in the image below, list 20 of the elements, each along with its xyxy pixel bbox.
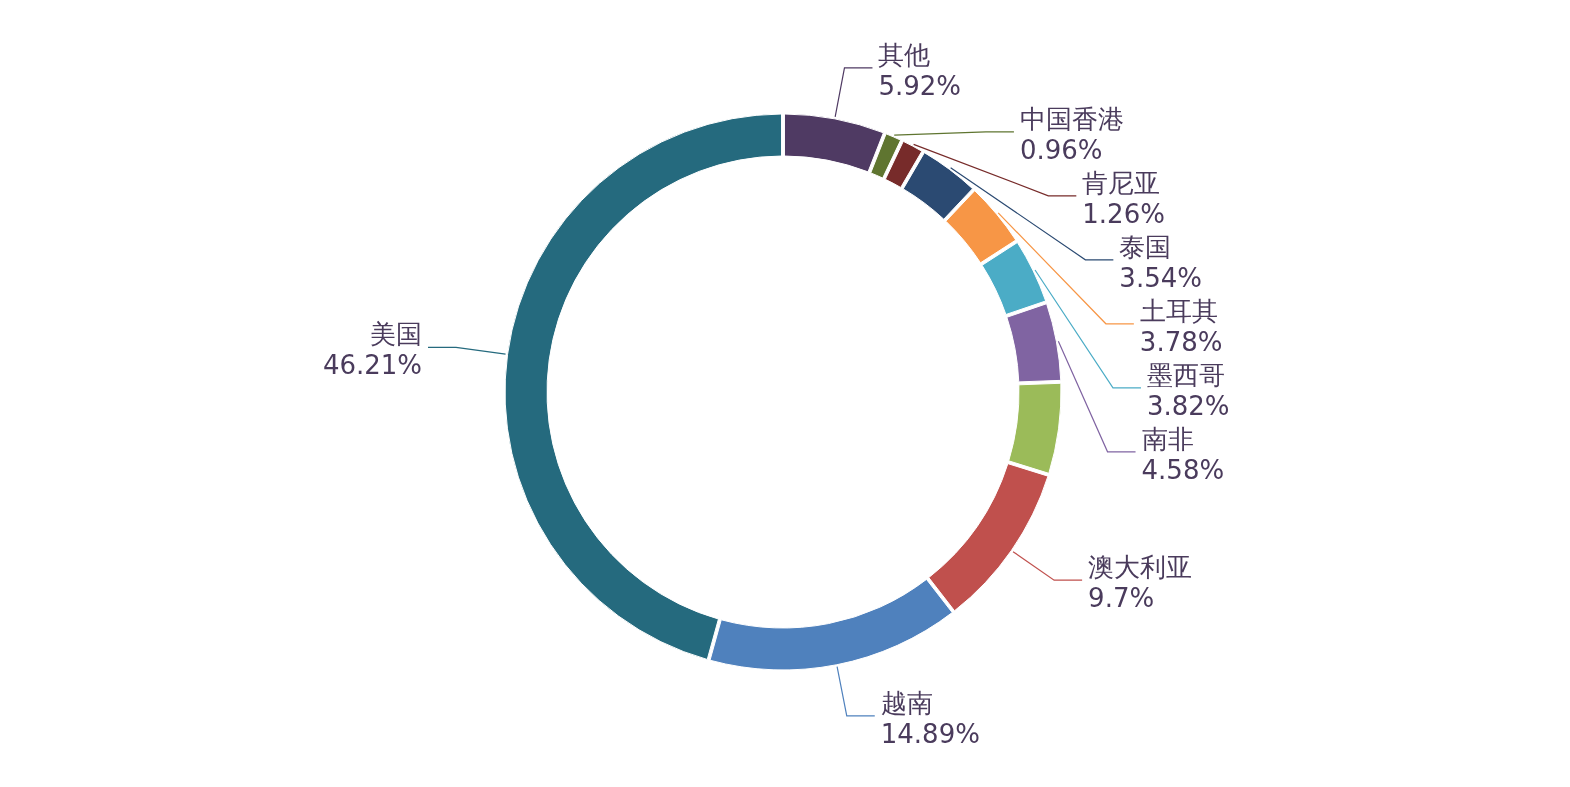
slice-label: 越南 — [880, 687, 933, 718]
data-label: 9.7% — [1088, 583, 1155, 614]
slice-label: 南非 — [1141, 423, 1194, 454]
slice-label: 美国 — [370, 319, 423, 350]
data-label: 1.26% — [1082, 198, 1165, 229]
slice-label: 中国香港 — [1019, 103, 1124, 134]
data-label: 46.21% — [322, 350, 423, 381]
data-label: 0.96% — [1019, 134, 1103, 165]
slice-label: 泰国 — [1119, 231, 1172, 262]
slice-label: 墨西哥 — [1146, 359, 1225, 390]
slice-label: 其他 — [878, 39, 931, 70]
data-label: 3.78% — [1139, 326, 1223, 357]
data-label: 3.82% — [1146, 390, 1230, 421]
data-label: 3.54% — [1119, 262, 1202, 293]
slice-label: 土耳其 — [1139, 295, 1218, 326]
slice-label: 澳大利亚 — [1088, 552, 1193, 583]
data-label: 5.92% — [878, 70, 962, 101]
data-label: 4.58% — [1141, 454, 1225, 485]
data-label: 14.89% — [880, 718, 980, 749]
slice-label: 肯尼亚 — [1082, 167, 1161, 198]
